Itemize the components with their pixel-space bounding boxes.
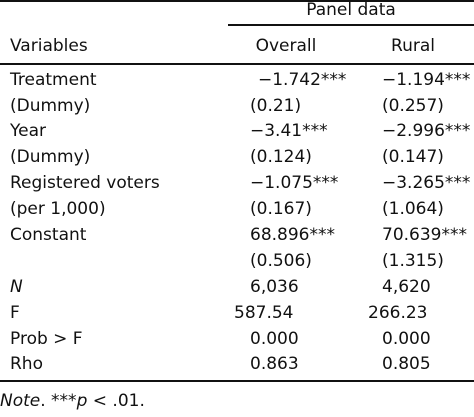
rural-cell: −2.996*** — [382, 121, 471, 141]
overall-cell: (0.506) — [250, 251, 312, 271]
overall-cell: −1.742*** — [258, 70, 347, 90]
group-underline — [228, 24, 474, 26]
overall-cell: 587.54 — [234, 303, 294, 323]
row-label: Constant — [10, 225, 87, 245]
rural-cell: 266.23 — [368, 303, 428, 323]
row-label: (Dummy) — [10, 96, 91, 116]
row-label: Prob > F — [10, 329, 83, 349]
note-prefix: Note — [0, 391, 41, 411]
row-label: F — [10, 303, 20, 323]
row-label: Treatment — [10, 70, 97, 90]
rural-cell: (0.147) — [382, 147, 444, 167]
row-label: Year — [10, 121, 46, 141]
rural-cell: −3.265*** — [382, 173, 471, 193]
table-note: Note. ***p < .01. — [0, 393, 145, 410]
rural-cell: (1.315) — [382, 251, 444, 271]
overall-cell: −3.41*** — [250, 121, 328, 141]
rural-header: Rural — [391, 36, 435, 56]
note-suffix: < .01. — [87, 391, 145, 411]
variables-header: Variables — [10, 36, 88, 56]
overall-cell: (0.21) — [250, 96, 302, 116]
bottom-rule — [0, 380, 474, 382]
row-label: (Dummy) — [10, 147, 91, 167]
row-label: N — [10, 277, 23, 297]
rural-cell: (0.257) — [382, 96, 444, 116]
row-label: (per 1,000) — [10, 199, 106, 219]
overall-cell: 6,036 — [250, 277, 299, 297]
overall-cell: (0.167) — [250, 199, 312, 219]
overall-cell: (0.124) — [250, 147, 312, 167]
panel-data-header: Panel data — [306, 0, 396, 20]
header-rule — [0, 63, 474, 65]
row-label: Registered voters — [10, 173, 160, 193]
overall-cell: 0.863 — [250, 354, 299, 374]
top-rule — [0, 0, 474, 2]
rural-cell: 70.639*** — [382, 225, 467, 245]
overall-header: Overall — [255, 36, 317, 56]
rural-cell: (1.064) — [382, 199, 444, 219]
rural-cell: 4,620 — [382, 277, 431, 297]
overall-cell: 68.896*** — [250, 225, 335, 245]
rural-cell: 0.000 — [382, 329, 431, 349]
rural-cell: 0.805 — [382, 354, 431, 374]
overall-cell: −1.075*** — [250, 173, 339, 193]
overall-cell: 0.000 — [250, 329, 299, 349]
note-stars: . *** — [40, 391, 77, 411]
rural-cell: −1.194*** — [382, 70, 471, 90]
note-p: p — [76, 391, 88, 411]
row-label: Rho — [10, 354, 43, 374]
